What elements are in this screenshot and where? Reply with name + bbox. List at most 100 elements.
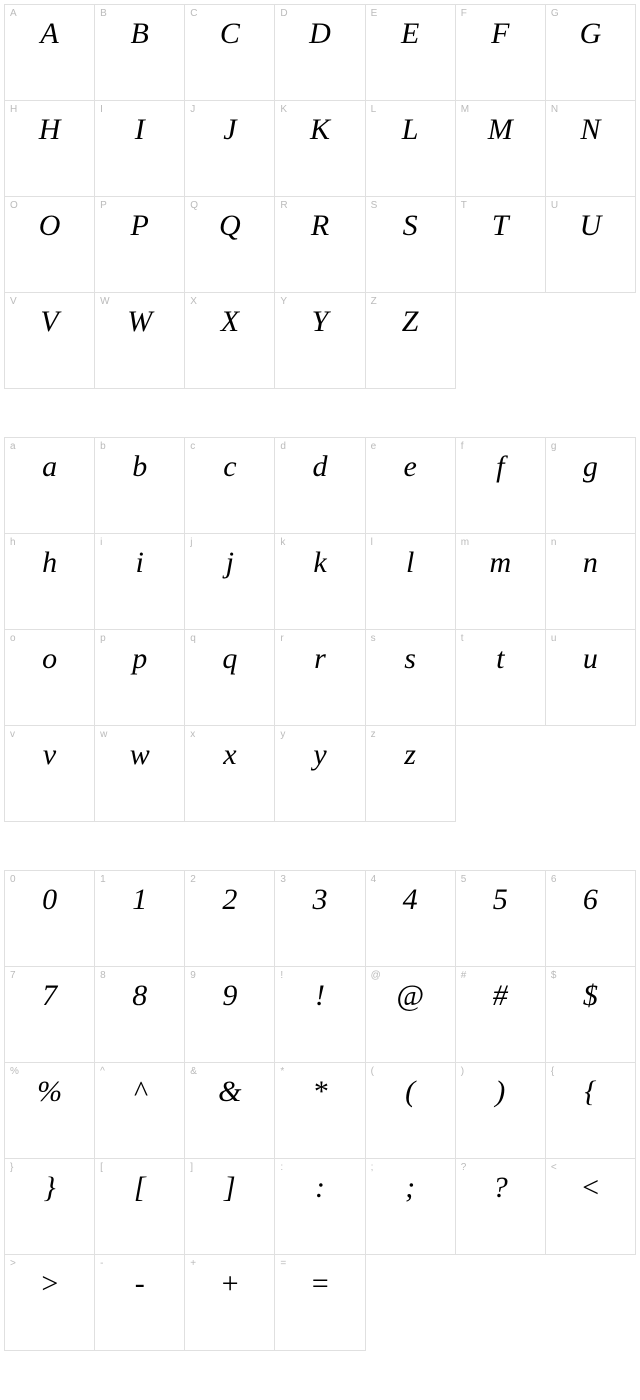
glyph-cell[interactable]: ww [95,726,185,822]
character-map: AABBCCDDEEFFGGHHIIJJKKLLMMNNOOPPQQRRSSTT… [0,0,640,1355]
glyph-cell[interactable]: oo [5,630,95,726]
glyph-cell[interactable]: 44 [366,871,456,967]
glyph-cell[interactable]: SS [366,197,456,293]
glyph-cell[interactable]: 55 [456,871,546,967]
glyph-cell[interactable]: && [185,1063,275,1159]
glyph-cell[interactable]: ZZ [366,293,456,389]
glyph-cell[interactable]: $$ [546,967,636,1063]
glyph-cell[interactable]: [[ [95,1159,185,1255]
glyph-cell[interactable]: yy [275,726,365,822]
glyph-cell[interactable]: MM [456,101,546,197]
glyph-cell[interactable]: XX [185,293,275,389]
glyph-cell[interactable]: KK [275,101,365,197]
glyph-label: f [461,441,464,452]
glyph-cell[interactable]: xx [185,726,275,822]
glyph-cell[interactable]: 77 [5,967,95,1063]
glyph-cell[interactable]: LL [366,101,456,197]
glyph-cell[interactable]: aa [5,438,95,534]
glyph-cell[interactable]: jj [185,534,275,630]
glyph-cell[interactable]: uu [546,630,636,726]
glyph-cell[interactable]: HH [5,101,95,197]
glyph-cell[interactable]: YY [275,293,365,389]
glyph-cell[interactable]: zz [366,726,456,822]
glyph-display: e [366,452,455,482]
glyph-cell[interactable]: ** [275,1063,365,1159]
glyph-cell[interactable]: :: [275,1159,365,1255]
glyph-label: L [371,104,377,115]
glyph-cell[interactable]: DD [275,5,365,101]
glyph-cell[interactable]: 00 [5,871,95,967]
glyph-cell[interactable]: ]] [185,1159,275,1255]
glyph-cell[interactable]: CC [185,5,275,101]
glyph-display: C [185,19,274,49]
glyph-cell[interactable]: ss [366,630,456,726]
glyph-cell[interactable]: tt [456,630,546,726]
glyph-cell[interactable]: }} [5,1159,95,1255]
glyph-cell[interactable]: gg [546,438,636,534]
glyph-cell[interactable]: )) [456,1063,546,1159]
glyph-cell[interactable]: 99 [185,967,275,1063]
glyph-cell[interactable]: 66 [546,871,636,967]
glyph-cell[interactable]: %% [5,1063,95,1159]
glyph-cell[interactable]: ee [366,438,456,534]
glyph-cell[interactable]: @@ [366,967,456,1063]
glyph-cell[interactable]: 33 [275,871,365,967]
glyph-cell[interactable]: FF [456,5,546,101]
glyph-cell[interactable]: ++ [185,1255,275,1351]
glyph-cell[interactable]: GG [546,5,636,101]
glyph-cell[interactable]: -- [95,1255,185,1351]
glyph-cell[interactable]: ii [95,534,185,630]
glyph-cell[interactable]: ## [456,967,546,1063]
glyph-cell[interactable]: (( [366,1063,456,1159]
glyph-display: U [546,211,635,241]
glyph-display: W [95,307,184,337]
glyph-cell[interactable]: EE [366,5,456,101]
glyph-cell[interactable]: RR [275,197,365,293]
glyph-display: i [95,548,184,578]
glyph-cell[interactable]: >> [5,1255,95,1351]
glyph-cell[interactable]: << [546,1159,636,1255]
glyph-cell[interactable]: UU [546,197,636,293]
glyph-display: ? [456,1173,545,1203]
glyph-cell[interactable]: 11 [95,871,185,967]
glyph-cell[interactable]: 22 [185,871,275,967]
glyph-label: l [371,537,373,548]
glyph-cell[interactable]: ^^ [95,1063,185,1159]
glyph-label: W [100,296,109,307]
glyph-cell[interactable]: NN [546,101,636,197]
glyph-cell[interactable]: !! [275,967,365,1063]
glyph-display: = [275,1269,364,1299]
empty-cell [366,1255,456,1351]
glyph-cell[interactable]: dd [275,438,365,534]
glyph-cell[interactable]: ff [456,438,546,534]
glyph-cell[interactable]: QQ [185,197,275,293]
glyph-cell[interactable]: 88 [95,967,185,1063]
glyph-cell[interactable]: WW [95,293,185,389]
glyph-label: o [10,633,16,644]
glyph-cell[interactable]: nn [546,534,636,630]
glyph-label: T [461,200,467,211]
glyph-cell[interactable]: ;; [366,1159,456,1255]
glyph-cell[interactable]: bb [95,438,185,534]
glyph-cell[interactable]: BB [95,5,185,101]
glyph-cell[interactable]: ll [366,534,456,630]
glyph-label: F [461,8,467,19]
glyph-cell[interactable]: qq [185,630,275,726]
glyph-cell[interactable]: JJ [185,101,275,197]
glyph-cell[interactable]: == [275,1255,365,1351]
glyph-cell[interactable]: kk [275,534,365,630]
glyph-cell[interactable]: cc [185,438,275,534]
glyph-cell[interactable]: OO [5,197,95,293]
glyph-cell[interactable]: TT [456,197,546,293]
glyph-cell[interactable]: pp [95,630,185,726]
glyph-cell[interactable]: AA [5,5,95,101]
glyph-cell[interactable]: {{ [546,1063,636,1159]
glyph-cell[interactable]: rr [275,630,365,726]
glyph-cell[interactable]: PP [95,197,185,293]
glyph-cell[interactable]: vv [5,726,95,822]
glyph-cell[interactable]: mm [456,534,546,630]
glyph-cell[interactable]: ?? [456,1159,546,1255]
glyph-cell[interactable]: hh [5,534,95,630]
glyph-cell[interactable]: II [95,101,185,197]
glyph-cell[interactable]: VV [5,293,95,389]
